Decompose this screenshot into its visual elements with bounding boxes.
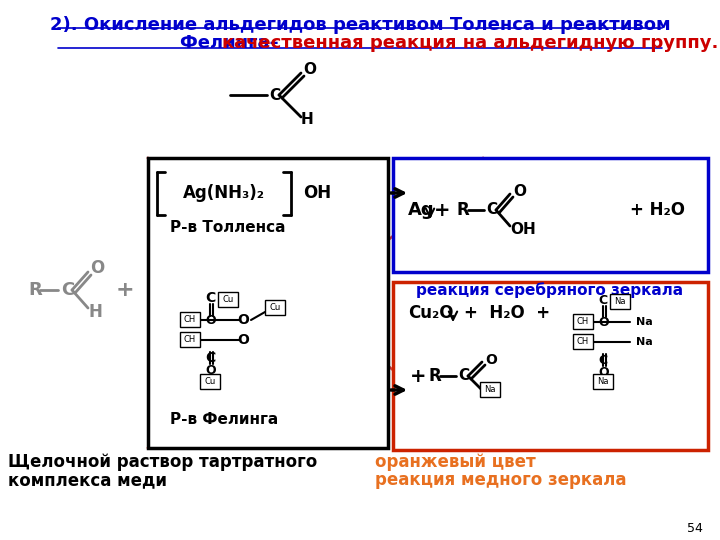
Bar: [218, 292, 238, 307]
Text: 2). Окисление альдегидов реактивом Толенса и реактивом: 2). Окисление альдегидов реактивом Толен…: [50, 16, 670, 34]
Text: Cu: Cu: [204, 377, 215, 387]
Text: Р-в Фелинга: Р-в Фелинга: [170, 413, 278, 428]
Text: Cu: Cu: [222, 295, 233, 305]
Text: O: O: [303, 63, 316, 78]
Text: C: C: [205, 291, 215, 305]
Text: C: C: [458, 368, 469, 383]
Text: Na: Na: [598, 377, 608, 387]
Text: C: C: [205, 351, 215, 365]
Text: Щелочной раствор тартратного: Щелочной раствор тартратного: [8, 453, 318, 471]
Text: 54: 54: [687, 522, 703, 535]
Text: R: R: [28, 281, 42, 299]
Bar: [180, 312, 200, 327]
Text: Ag: Ag: [408, 201, 435, 219]
Text: O: O: [513, 185, 526, 199]
Text: +: +: [116, 280, 135, 300]
Text: C: C: [269, 87, 280, 103]
Text: Фелинга–: Фелинга–: [180, 34, 285, 52]
Bar: [180, 332, 200, 347]
Text: +  H₂O  +: + H₂O +: [464, 304, 550, 322]
Bar: [148, 158, 388, 448]
Text: O: O: [206, 314, 216, 327]
Bar: [265, 300, 285, 315]
Text: H: H: [88, 303, 102, 321]
Bar: [610, 294, 630, 309]
Text: R: R: [428, 367, 441, 385]
Bar: [593, 374, 613, 389]
Text: Cu: Cu: [269, 303, 281, 313]
Text: H: H: [301, 112, 314, 127]
Text: C: C: [598, 354, 608, 367]
Text: O: O: [485, 353, 497, 367]
Text: O: O: [90, 259, 104, 277]
Bar: [393, 158, 708, 272]
Text: Р-в Толленса: Р-в Толленса: [170, 220, 286, 235]
Text: качественная реакция на альдегидную группу.: качественная реакция на альдегидную груп…: [222, 34, 719, 52]
Bar: [573, 314, 593, 329]
Bar: [393, 282, 708, 450]
Text: Cu₂O: Cu₂O: [408, 304, 454, 322]
Text: C: C: [486, 202, 497, 218]
Text: O: O: [206, 363, 216, 376]
Text: O: O: [237, 333, 249, 347]
Text: Na: Na: [636, 337, 653, 347]
Text: OH: OH: [510, 222, 536, 238]
Text: Ag(NH₃)₂: Ag(NH₃)₂: [183, 184, 265, 202]
Text: +: +: [410, 367, 426, 386]
Text: + H₂O: + H₂O: [630, 201, 685, 219]
Text: OH: OH: [303, 184, 331, 202]
Text: CH: CH: [184, 335, 196, 345]
Text: реакция серебряного зеркала: реакция серебряного зеркала: [416, 282, 683, 298]
Bar: [573, 334, 593, 349]
Text: R: R: [456, 201, 469, 219]
Text: оранжевый цвет: оранжевый цвет: [375, 453, 536, 471]
Text: CH: CH: [184, 315, 196, 325]
Text: C: C: [61, 281, 74, 299]
Text: Na: Na: [636, 317, 653, 327]
Text: C: C: [598, 294, 608, 307]
Text: O: O: [599, 315, 609, 328]
Text: O: O: [599, 366, 609, 379]
Text: +: +: [433, 200, 450, 219]
Text: CH: CH: [577, 338, 589, 347]
Text: комплекса меди: комплекса меди: [8, 471, 167, 489]
Text: Na: Na: [614, 298, 626, 307]
Bar: [480, 382, 500, 397]
Text: Na: Na: [485, 386, 496, 395]
Bar: [200, 374, 220, 389]
Text: реакция медного зеркала: реакция медного зеркала: [375, 471, 626, 489]
Text: CH: CH: [577, 318, 589, 327]
Text: O: O: [237, 313, 249, 327]
